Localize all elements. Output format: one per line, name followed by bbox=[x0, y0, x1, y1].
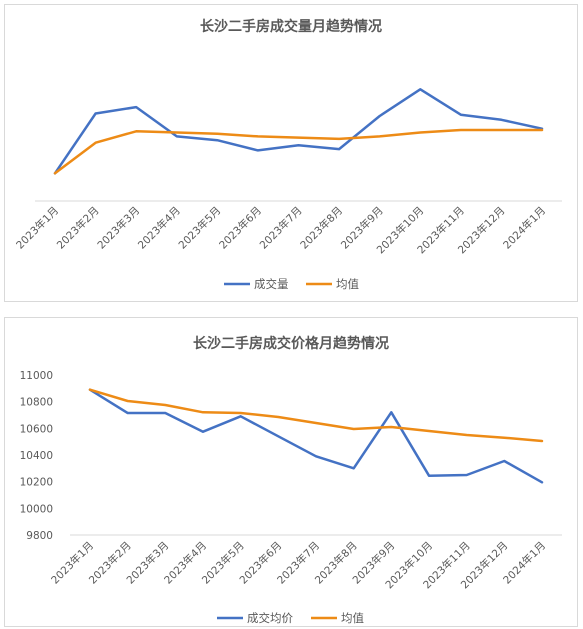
legend-label-average: 均值 bbox=[341, 611, 364, 625]
legend: 成交量 均值 bbox=[224, 277, 359, 291]
y-tick-label: 10200 bbox=[20, 477, 53, 489]
x-tick-label: 2023年1月 bbox=[13, 204, 61, 252]
y-tick-label: 10400 bbox=[20, 450, 53, 462]
price-chart-panel: 长沙二手房成交价格月趋势情况 11000 10800 10600 10400 10200… bbox=[4, 317, 578, 627]
x-tick-label: 2024年1月 bbox=[500, 204, 548, 252]
x-tick-label: 2023年7月 bbox=[257, 204, 305, 252]
chart-title: 长沙二手房成交价格月趋势情况 bbox=[193, 335, 389, 352]
x-tick-label: 2023年8月 bbox=[298, 204, 346, 252]
volume-chart: 长沙二手房成交量月趋势情况 2023年1月2023年2月2023年3月2023年… bbox=[13, 18, 562, 291]
x-tick-label: 2023年2月 bbox=[54, 204, 102, 252]
x-tick-label: 2023年3月 bbox=[95, 204, 143, 252]
y-tick-label: 9800 bbox=[26, 530, 53, 542]
series-line-0 bbox=[88, 388, 544, 484]
price-chart: 长沙二手房成交价格月趋势情况 11000 10800 10600 10400 10200… bbox=[20, 335, 562, 625]
x-tick-label: 2023年5月 bbox=[176, 204, 224, 252]
y-tick-label: 11000 bbox=[20, 370, 53, 382]
series-line-0 bbox=[53, 88, 544, 175]
legend-label-average: 均值 bbox=[336, 277, 359, 291]
x-tick-label: 2023年4月 bbox=[135, 204, 183, 252]
legend-label-volume: 成交量 bbox=[254, 277, 289, 291]
y-tick-label: 10600 bbox=[20, 423, 53, 435]
legend: 成交均价 均值 bbox=[217, 611, 364, 625]
series-line-1 bbox=[53, 128, 544, 175]
volume-chart-panel: 长沙二手房成交量月趋势情况 2023年1月 2023年2月 2023年3月 2023年… bbox=[4, 4, 578, 302]
x-tick-label: 2023年6月 bbox=[216, 204, 264, 252]
y-tick-label: 10800 bbox=[20, 397, 53, 409]
legend-label-price: 成交均价 bbox=[247, 611, 293, 625]
y-tick-label: 10000 bbox=[20, 503, 53, 515]
series-line-1 bbox=[88, 388, 544, 443]
chart-title: 长沙二手房成交量月趋势情况 bbox=[200, 18, 382, 35]
